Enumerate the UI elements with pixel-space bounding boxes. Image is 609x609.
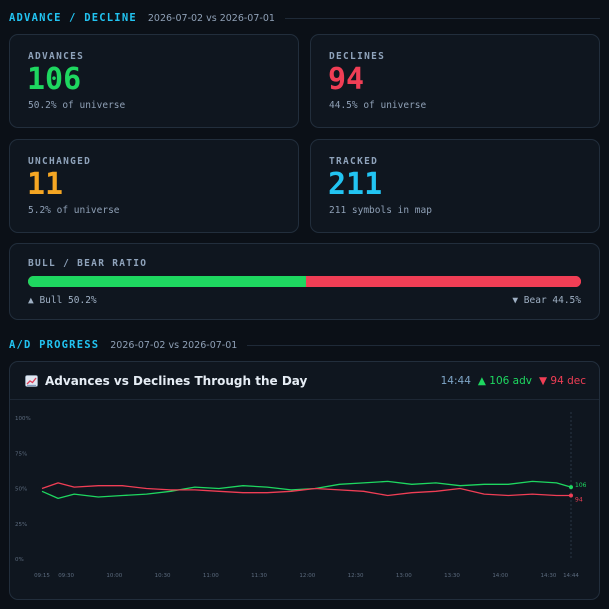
chart-header: Advances vs Declines Through the Day 14:… <box>10 362 599 400</box>
declines-label: DECLINES <box>329 51 386 62</box>
y-tick-label: 100% <box>15 416 31 422</box>
x-tick-label: 14:44 <box>563 573 579 579</box>
tracked-sub: 211 symbols in map <box>329 205 432 216</box>
chart-time: 14:44 <box>440 374 471 387</box>
section-divider <box>284 17 600 19</box>
chart-dec-count: ▼ 94 dec <box>538 374 586 387</box>
advances-value: 106 <box>27 62 82 97</box>
ad-line-chart: 100% 75% 50% 25% 0% 09:15 09:30 10:00 10:30 11:00… <box>15 412 587 579</box>
chart-adv-count: ▲ 106 adv <box>477 374 532 387</box>
x-tick-label: 14:00 <box>492 573 508 579</box>
bull-percent: ▲ Bull 50.2% <box>28 295 97 306</box>
declines-card: DECLINES 94 44.5% of universe <box>310 34 600 128</box>
x-tick-label: 13:30 <box>444 573 460 579</box>
advances-label: ADVANCES <box>28 51 85 62</box>
chart-line-icon <box>25 374 38 387</box>
bull-bear-ratio-card: BULL / BEAR RATIO ▲ Bull 50.2% ▼ Bear 44… <box>9 243 600 320</box>
advances-card: ADVANCES 106 50.2% of universe <box>9 34 299 128</box>
ratio-bar <box>28 276 581 287</box>
ratio-bull-fill <box>28 276 306 287</box>
x-tick-label: 13:00 <box>396 573 412 579</box>
unchanged-value: 11 <box>27 167 64 202</box>
section-title: A/D PROGRESS <box>9 339 100 351</box>
x-tick-label: 10:00 <box>106 573 122 579</box>
y-tick-label: 25% <box>15 522 27 528</box>
y-tick-label: 75% <box>15 451 27 457</box>
bear-percent: ▼ Bear 44.5% <box>512 295 581 306</box>
x-tick-label: 14:30 <box>541 573 557 579</box>
y-tick-label: 50% <box>15 487 27 493</box>
ad-progress-section-header: A/D PROGRESS 2026-07-02 vs 2026-07-01 <box>9 338 600 352</box>
unchanged-card: UNCHANGED 11 5.2% of universe <box>9 139 299 233</box>
advances-end-label: 106 <box>575 482 587 489</box>
x-tick-label: 09:30 <box>58 573 74 579</box>
chart-summary: 14:44 ▲ 106 adv ▼ 94 dec <box>441 375 586 387</box>
tracked-label: TRACKED <box>329 156 379 167</box>
advances-line <box>41 480 572 500</box>
section-title: ADVANCE / DECLINE <box>9 12 137 24</box>
section-date-range: 2026-07-02 vs 2026-07-01 <box>110 339 238 351</box>
declines-line <box>41 482 571 497</box>
declines-end-point <box>569 493 573 498</box>
declines-sub: 44.5% of universe <box>329 100 427 111</box>
x-tick-label: 10:30 <box>155 573 171 579</box>
ratio-bear-fill <box>305 276 581 287</box>
advances-end-point <box>569 485 573 490</box>
x-tick-label: 09:15 <box>34 573 50 579</box>
declines-value: 94 <box>328 62 365 97</box>
y-tick-label: 0% <box>15 557 24 563</box>
section-date-range: 2026-07-02 vs 2026-07-01 <box>147 12 275 24</box>
x-tick-label: 11:00 <box>203 573 219 579</box>
declines-end-label: 94 <box>575 497 583 504</box>
chart-title: Advances vs Declines Through the Day <box>45 373 308 388</box>
x-tick-label: 12:30 <box>348 573 364 579</box>
unchanged-label: UNCHANGED <box>28 156 92 167</box>
x-tick-label: 12:00 <box>299 573 315 579</box>
ratio-label: BULL / BEAR RATIO <box>28 258 148 269</box>
advance-decline-section-header: ADVANCE / DECLINE 2026-07-02 vs 2026-07-… <box>9 11 600 25</box>
tracked-card: TRACKED 211 211 symbols in map <box>310 139 600 233</box>
unchanged-sub: 5.2% of universe <box>28 205 120 216</box>
section-divider <box>247 344 600 346</box>
ratio-legend: ▲ Bull 50.2% ▼ Bear 44.5% <box>28 295 581 306</box>
x-tick-label: 11:30 <box>251 573 267 579</box>
tracked-value: 211 <box>328 167 383 202</box>
advances-sub: 50.2% of universe <box>28 100 126 111</box>
ad-chart-card: Advances vs Declines Through the Day 14:… <box>9 361 600 600</box>
